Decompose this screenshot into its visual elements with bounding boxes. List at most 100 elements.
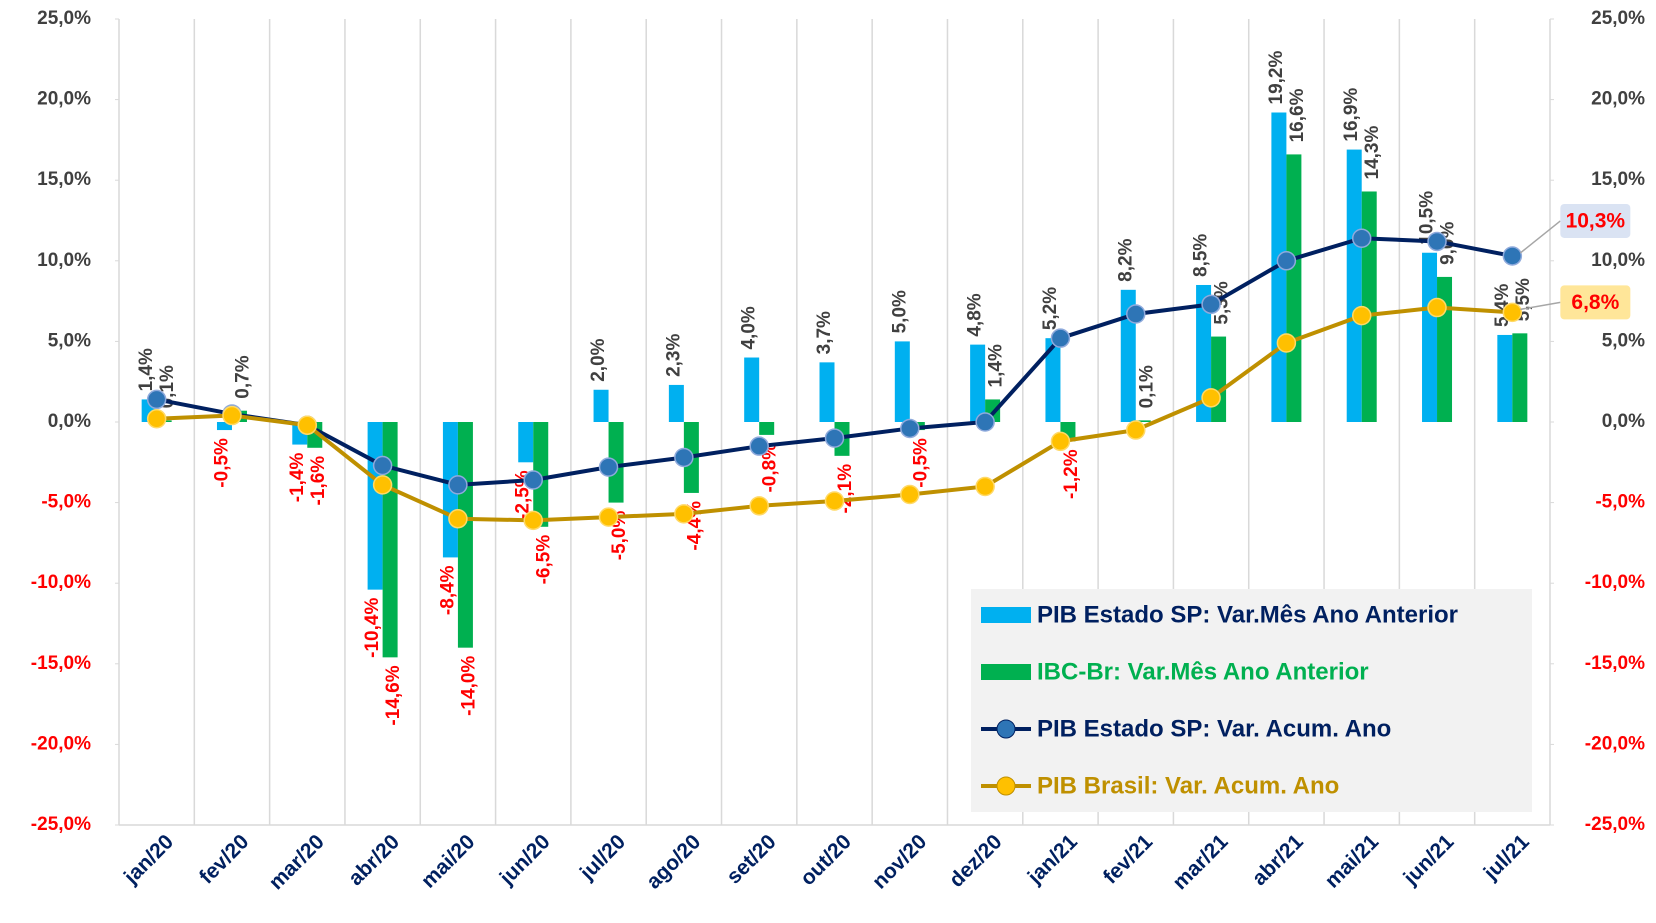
x-tick-label: ago/20: [642, 830, 705, 893]
data-label: 14,3%: [1362, 126, 1383, 180]
line-series: [146, 297, 1523, 531]
data-label: 0,1%: [1136, 365, 1157, 408]
legend-marker: [996, 776, 1016, 796]
data-label: -1,6%: [308, 456, 329, 506]
line-marker: [1427, 231, 1447, 252]
y2-tick-label: -25,0%: [1585, 814, 1645, 835]
line-marker: [372, 475, 393, 495]
data-label: 1,4%: [136, 348, 157, 391]
x-tick-label: mai/20: [417, 830, 480, 893]
y-tick-label: -10,0%: [31, 572, 91, 593]
data-label: 4,8%: [965, 293, 986, 336]
x-tick-label: mai/21: [1321, 830, 1384, 893]
y2-tick-label: -10,0%: [1585, 572, 1645, 593]
data-label: -14,0%: [458, 656, 479, 716]
legend-label: PIB Estado SP: Var.Mês Ano Anterior: [1037, 601, 1458, 628]
x-tick-label: out/20: [796, 830, 856, 890]
legend-swatch: [981, 607, 1031, 623]
data-label: 10,5%: [1417, 191, 1438, 245]
label-box: [1560, 285, 1631, 320]
data-label: 5,2%: [1040, 287, 1061, 330]
y-tick-label: 20,0%: [37, 89, 91, 110]
line-marker: [1351, 228, 1372, 248]
x-tick-label: fev/20: [195, 830, 253, 888]
line-marker: [1351, 305, 1372, 326]
y-tick-label: 5,0%: [48, 330, 91, 351]
data-label: 1,4%: [986, 344, 1007, 387]
legend-box: [971, 589, 1532, 812]
line-marker: [749, 436, 769, 456]
line-marker: [523, 470, 543, 490]
data-label: -0,5%: [211, 438, 232, 488]
line-marker: [975, 476, 995, 497]
legend-label: PIB Estado SP: Var. Acum. Ano: [1037, 715, 1391, 742]
bar: [1422, 252, 1438, 422]
y-tick-label: 10,0%: [37, 250, 91, 271]
line-marker: [1201, 294, 1221, 315]
leader-line: [1520, 301, 1561, 311]
line-marker: [372, 455, 393, 476]
line-marker: [1427, 297, 1447, 318]
x-tick-label: mar/21: [1168, 830, 1232, 894]
y2-tick-label: -5,0%: [1595, 492, 1645, 513]
x-tick-label: dez/20: [945, 830, 1007, 892]
line-marker: [900, 484, 920, 505]
x-tick-label: set/20: [722, 830, 780, 888]
bar: [367, 422, 383, 590]
x-tick-label: jun/20: [495, 830, 555, 890]
line-marker: [749, 496, 769, 516]
data-label: 2,3%: [663, 334, 684, 377]
x-tick-label: nov/20: [868, 830, 931, 893]
data-label: 10,3%: [1566, 210, 1626, 233]
bar: [457, 422, 473, 648]
line-marker: [523, 510, 543, 531]
data-label: 2,0%: [588, 338, 609, 381]
leader-line: [1519, 220, 1561, 254]
bar: [1045, 338, 1061, 422]
bar: [668, 384, 684, 422]
x-tick-label: jan/21: [1023, 830, 1082, 889]
data-label: 8,5%: [1191, 234, 1212, 277]
y-tick-label: 0,0%: [48, 411, 91, 432]
line-marker: [1126, 420, 1146, 440]
bar: [970, 344, 986, 422]
y2-tick-label: 15,0%: [1591, 169, 1645, 190]
legend-label: IBC-Br: Var.Mês Ano Anterior: [1037, 658, 1369, 685]
data-label: 0,7%: [232, 355, 253, 398]
data-label: -1,2%: [1061, 449, 1082, 499]
x-tick-label: jan/20: [119, 830, 178, 889]
line-marker: [1276, 333, 1297, 353]
y2-tick-label: -20,0%: [1585, 733, 1645, 754]
line-marker: [1276, 251, 1297, 271]
legend-marker: [996, 719, 1016, 739]
bar: [759, 422, 775, 435]
bar: [518, 422, 534, 463]
line-marker: [222, 405, 242, 426]
data-label: 16,9%: [1341, 88, 1362, 142]
bar: [819, 362, 835, 422]
y2-tick-label: 0,0%: [1602, 411, 1645, 432]
bar: [1361, 191, 1377, 422]
line-marker: [598, 457, 619, 477]
line-marker: [824, 428, 845, 448]
data-label: -14,6%: [383, 665, 404, 725]
y-tick-label: -5,0%: [41, 492, 91, 513]
line-marker: [448, 475, 468, 495]
line-marker: [824, 491, 845, 511]
bar: [1497, 334, 1513, 422]
line-marker: [674, 447, 694, 468]
line-marker: [448, 508, 468, 529]
line-marker: [146, 389, 167, 410]
y2-tick-label: 10,0%: [1591, 250, 1645, 271]
y2-tick-label: 20,0%: [1591, 89, 1645, 110]
data-label: -8,4%: [437, 565, 458, 615]
data-label: -1,4%: [287, 452, 308, 502]
y-tick-label: -15,0%: [31, 653, 91, 674]
legend-label: PIB Brasil: Var. Acum. Ano: [1037, 772, 1339, 799]
line-series: [146, 228, 1523, 495]
data-label: 6,8%: [1571, 291, 1619, 314]
x-tick-label: abr/20: [344, 830, 404, 890]
line-marker: [146, 409, 167, 429]
line-marker: [1502, 246, 1523, 266]
